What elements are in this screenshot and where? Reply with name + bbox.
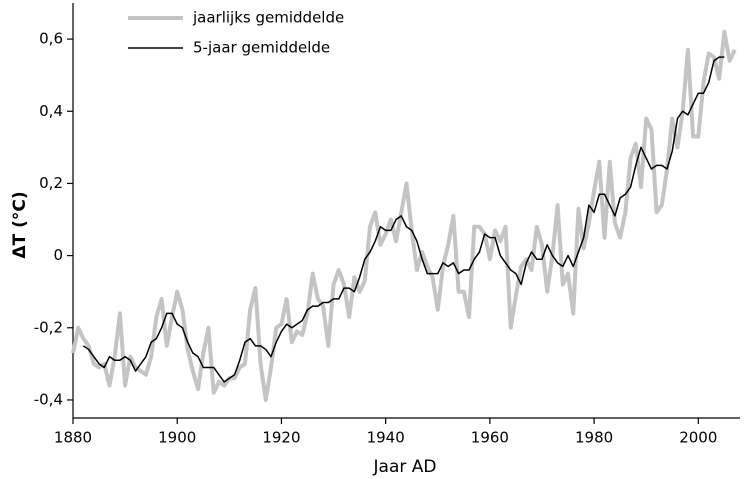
data-line: [82, 56, 725, 383]
x-tick-label: 2000: [679, 429, 717, 447]
x-tick-label: 1960: [471, 429, 509, 447]
x-tick-label: 1880: [54, 429, 92, 447]
y-tick-label: 0,4: [39, 102, 63, 120]
legend-label: 5-jaar gemiddelde: [193, 39, 330, 57]
y-axis-title: ΔT (°C): [10, 191, 30, 258]
data-line: [71, 29, 737, 402]
y-tick-label: -0,4: [34, 390, 63, 408]
x-tick-label: 1980: [575, 429, 613, 447]
y-tick-label: 0: [53, 246, 63, 264]
y-tick-label: 0,6: [39, 30, 63, 48]
y-tick-label: 0,2: [39, 174, 63, 192]
x-tick-label: 1920: [262, 429, 300, 447]
x-axis-title: Jaar AD: [373, 457, 437, 477]
legend-label: jaarlijks gemiddelde: [192, 9, 344, 27]
y-tick-label: -0,2: [34, 318, 63, 336]
x-tick-label: 1900: [158, 429, 196, 447]
x-tick-label: 1940: [367, 429, 405, 447]
